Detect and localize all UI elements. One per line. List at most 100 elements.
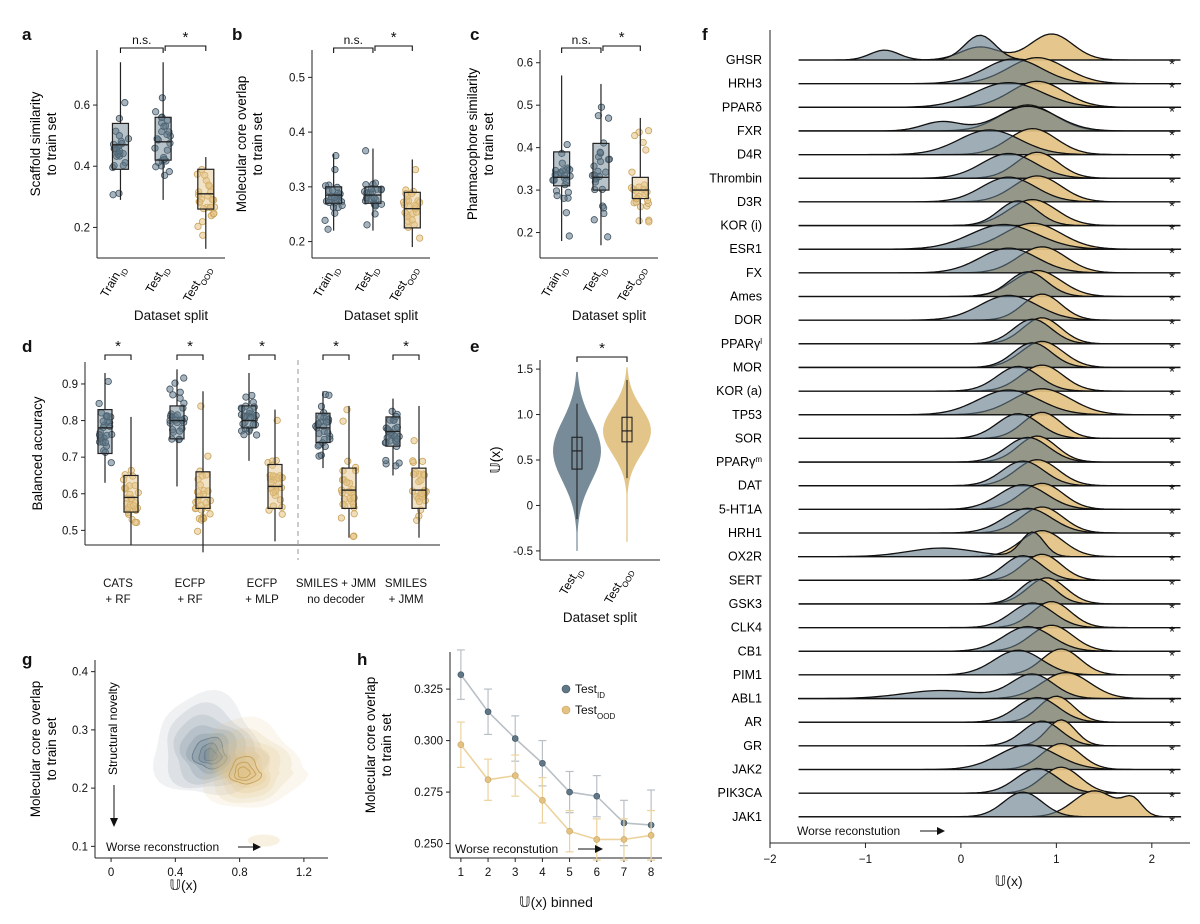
y-axis-label-line: to train set (44, 112, 59, 175)
ridge-label-main: SOR (735, 431, 762, 445)
ridge-id (798, 152, 1181, 179)
panel-d: 0.5 0.6 0.7 0.8 0.9 Balanced accuracy * CATS + R… (30, 338, 440, 606)
y-axis-label: Molecular core overlapto train set (28, 681, 59, 818)
ridge-label: HRH1 (728, 526, 762, 540)
series-point (539, 797, 546, 804)
significance-star: * (1169, 80, 1175, 97)
y-tick-label: 0.5 (289, 72, 305, 84)
x-tick-label: TestID (580, 262, 610, 297)
data-point (400, 198, 408, 206)
y-tick-label: 0.275 (414, 787, 443, 799)
significance-star: * (1169, 127, 1175, 144)
box (403, 191, 421, 229)
ridge-label: SOR (735, 431, 762, 445)
box (169, 405, 185, 440)
x-tick-sub: OOD (620, 569, 637, 589)
ridge-id (798, 483, 1181, 510)
legend-marker (561, 684, 571, 694)
significance-bracket (176, 354, 204, 360)
ridge-id (798, 554, 1181, 581)
data-point (386, 437, 394, 445)
ridge-row: JAK2 * (732, 742, 1181, 783)
data-point (553, 191, 561, 200)
y-tick-label: 1.0 (517, 410, 533, 422)
y-axis-label-line: Scaffold similarity (28, 91, 43, 196)
y-tick-label: 0.2 (289, 237, 305, 249)
ridge-label: JAK1 (732, 810, 762, 824)
data-point (248, 391, 256, 400)
label-main: Test (575, 703, 598, 717)
data-point (161, 171, 169, 179)
data-point (639, 138, 647, 147)
density-contour (202, 716, 309, 808)
ridge-label: FXR (737, 124, 762, 138)
y-tick-label: 0.2 (517, 228, 533, 240)
y-axis-label: 𝕌(x) (488, 447, 503, 474)
ridge-label-main: KOR (i) (720, 219, 762, 233)
data-point (197, 516, 206, 524)
data-point (104, 377, 112, 386)
ridge-label-main: D4R (737, 148, 762, 162)
ridge-id (798, 413, 1181, 440)
y-axis-label-line: Balanced accuracy (30, 396, 45, 510)
y-tick-label: 0.3 (289, 182, 305, 194)
x-tick-sub: ID (331, 267, 343, 279)
data-point (99, 417, 107, 425)
data-point (206, 510, 214, 518)
significance-bracket (248, 354, 276, 360)
significance-bracket (104, 354, 132, 360)
panel-b: 0.2 0.3 0.4 0.5 Molecular core overlapto tra… (234, 29, 430, 323)
annotation: Worse reconstution (797, 824, 900, 838)
significance-star: * (1169, 718, 1175, 735)
data-point (642, 146, 650, 154)
significance-star: * (1169, 789, 1175, 806)
series-point (593, 836, 601, 843)
x-tick-label: TrainID (539, 262, 572, 301)
data-point (109, 191, 117, 199)
ridge-row: PPARδ * (722, 80, 1181, 120)
data-point (242, 393, 250, 401)
y-tick-label: 0.4 (72, 667, 89, 679)
data-point (169, 391, 177, 399)
x-tick-label: TestOOD (180, 262, 215, 306)
significance-star: * (1169, 671, 1175, 688)
ridge-label-main: GSK3 (729, 597, 762, 611)
ridge-row: ESR1 * (729, 222, 1181, 262)
data-point (101, 438, 110, 447)
ridge-label-main: CB1 (738, 644, 762, 658)
x-tick-label: CATS (103, 578, 133, 590)
panel-label-h: h (357, 650, 367, 669)
significance-star: * (1169, 151, 1175, 168)
ridge-label-main: 5-HT1A (719, 502, 763, 516)
y-tick-label: 0.6 (62, 489, 78, 501)
box (553, 151, 571, 187)
data-point (594, 112, 602, 120)
y-tick-label: 0.2 (72, 783, 88, 795)
data-point (321, 442, 329, 451)
x-tick-label: + RF (105, 594, 130, 606)
ridge-row: MOR * (733, 340, 1181, 380)
ridge-label: DAT (738, 479, 762, 493)
data-point (382, 456, 390, 465)
ridge-label: ABL1 (731, 692, 762, 706)
ridge-label: CLK4 (731, 621, 762, 635)
ridge-row: HRH3 * (728, 56, 1182, 97)
ridge-label-main: CLK4 (731, 621, 762, 635)
significance-label: n.s. (572, 33, 591, 47)
data-point (362, 147, 370, 155)
significance-label: * (599, 340, 605, 357)
data-point (202, 499, 210, 507)
ridge-id (798, 696, 1181, 723)
y-tick-label: 0.5 (517, 100, 533, 112)
data-point (331, 166, 339, 174)
x-tick-label: −1 (859, 854, 872, 866)
data-point (152, 108, 160, 116)
y-tick-label: 0.5 (517, 455, 533, 467)
ridge-id (798, 744, 1181, 771)
ridge-label: PIM1 (733, 668, 762, 682)
x-tick-label: TestID (143, 262, 173, 297)
data-point (321, 216, 329, 224)
ridge-id (798, 389, 1181, 416)
ridge-label-main: DAT (738, 479, 762, 493)
data-point (121, 484, 129, 492)
